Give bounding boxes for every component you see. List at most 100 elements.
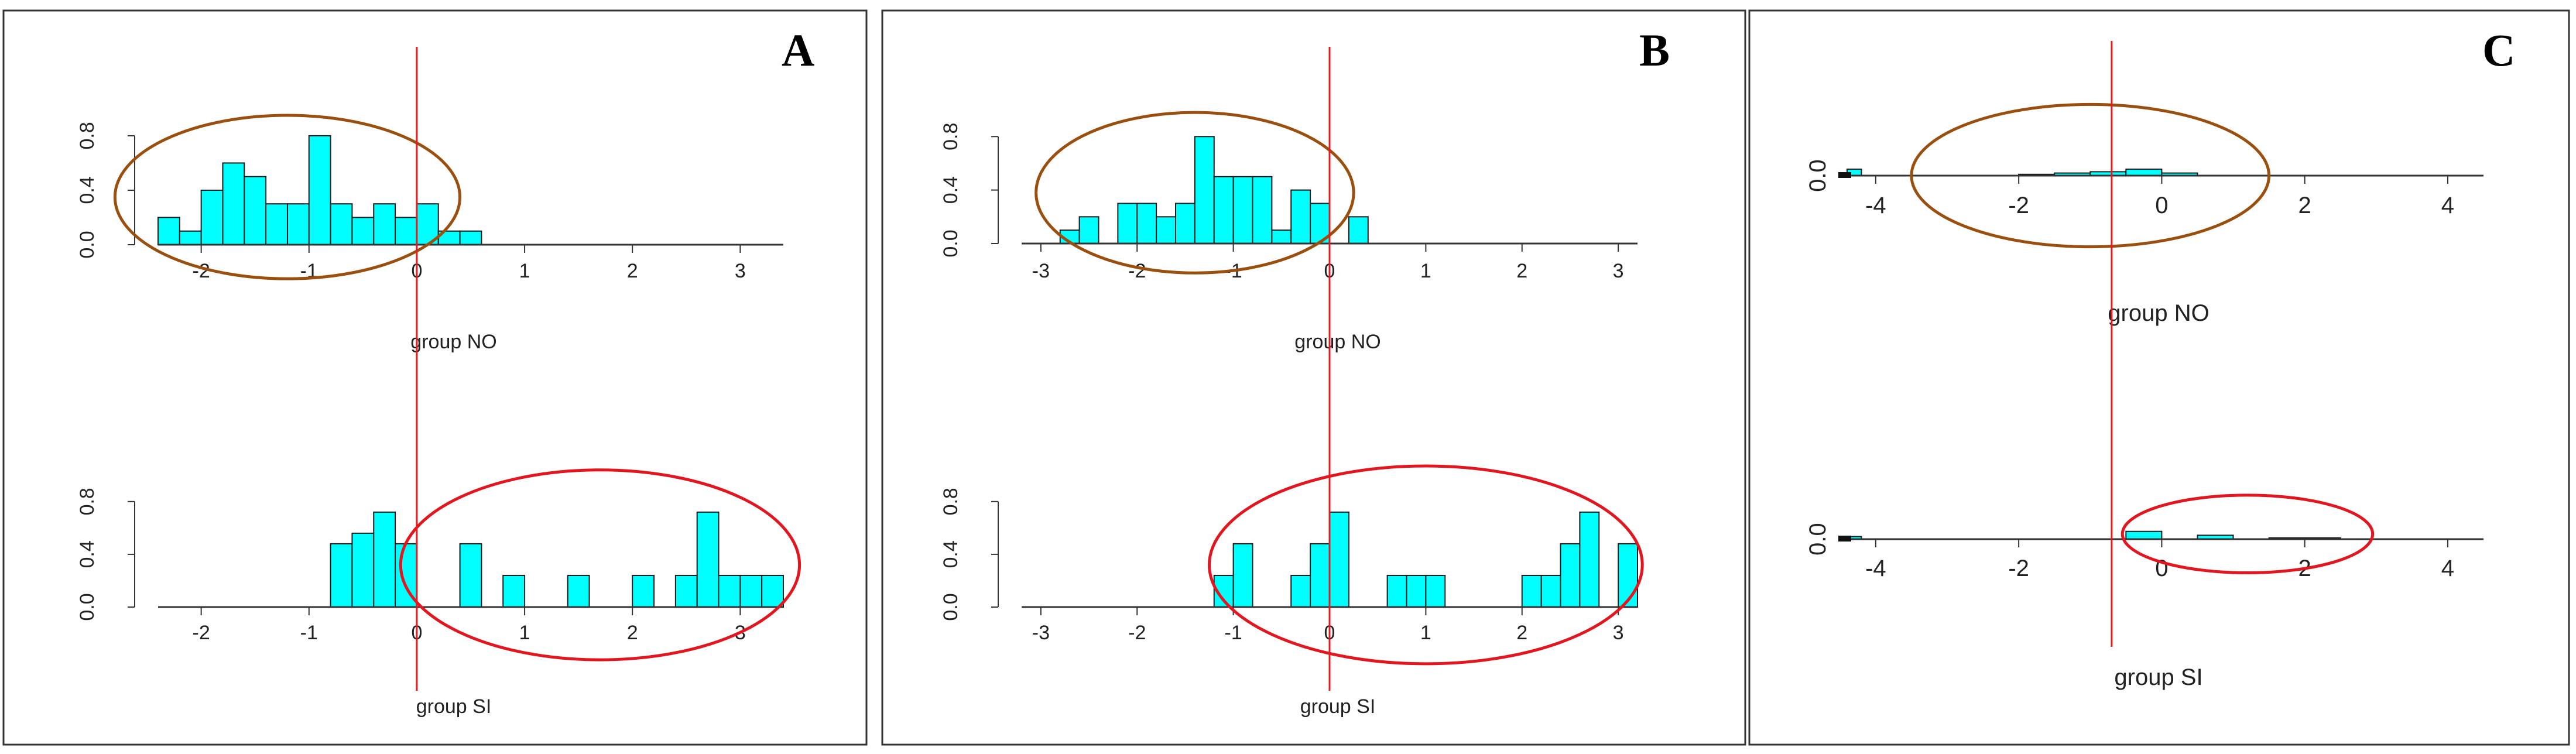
group-no-x-tick-label: 3	[1613, 260, 1624, 282]
group-no-y-tick-label: 0.0	[76, 231, 98, 258]
group-no-bar	[1232, 176, 1253, 244]
group-si-bar	[1618, 543, 1638, 608]
group-no-bar	[265, 203, 288, 246]
panel-a-letter: A	[782, 25, 814, 76]
group-no-bar	[2125, 168, 2163, 176]
group-si-y-tick-label: 0.8	[940, 488, 962, 515]
group-no-bar	[286, 203, 310, 246]
group-no-bar	[200, 189, 224, 245]
group-si-bar	[373, 511, 396, 608]
group-no-highlight-ellipse	[1034, 111, 1355, 275]
group-no-x-tick-label: 2	[1516, 260, 1527, 282]
group-si-bar	[739, 574, 763, 608]
group-si-bar	[1232, 543, 1253, 608]
group-no-highlight-ellipse	[113, 114, 462, 280]
group-si-bar	[1310, 543, 1330, 608]
group-si-bar	[330, 543, 353, 608]
panel-c-frame	[1748, 9, 2570, 746]
panel-c-letter: C	[2482, 25, 2515, 76]
group-no-bar	[330, 203, 353, 246]
group-si-x-tick-label: -2	[1128, 622, 1146, 644]
group-si-bar	[459, 543, 482, 608]
group-si-bar	[351, 532, 375, 608]
group-no-x-label: group NO	[2108, 300, 2209, 326]
group-no-x-tick-label: 3	[735, 260, 746, 282]
group-si-bar	[632, 574, 655, 608]
group-no-bar	[1252, 176, 1273, 244]
group-no-x-tick-label: 1	[519, 260, 530, 282]
group-si-bar	[1290, 574, 1311, 608]
group-no-x-tick-label: 2	[627, 260, 638, 282]
group-si-x-tick-label: -1	[1225, 622, 1242, 644]
group-no-y-tick-label: 0.8	[76, 122, 98, 149]
group-no-bar	[1175, 203, 1195, 245]
group-si-bar	[674, 574, 698, 608]
panel-b-frame	[881, 9, 1746, 746]
group-no-x-label: group NO	[1294, 331, 1381, 353]
group-no-bar	[351, 217, 375, 246]
group-si-bar	[1560, 543, 1581, 608]
group-si-bar	[761, 574, 784, 608]
group-no-bar	[1136, 203, 1157, 245]
group-si-y-tick-label: 0.0	[1805, 523, 1831, 556]
group-si-highlight-ellipse	[399, 468, 801, 662]
group-si-y-tick-label: 0.4	[76, 540, 98, 568]
group-si-y-tick	[1838, 536, 1851, 541]
group-si-bar	[1329, 511, 1349, 608]
group-si-x-tick-label: 1	[1420, 622, 1431, 644]
group-no-x-tick-label: -2	[1128, 260, 1146, 282]
group-si-x-tick-label: 4	[2441, 556, 2454, 581]
group-no-bar	[1117, 203, 1138, 245]
group-no-bar	[373, 203, 396, 246]
group-no-bar	[1194, 136, 1215, 244]
group-si-bar	[1540, 574, 1561, 608]
group-si-x-tick-label: 3	[1613, 622, 1624, 644]
group-no-highlight-ellipse	[1910, 102, 2271, 249]
group-si-x-label: group SI	[416, 695, 492, 718]
group-no-y-tick-label: 0.4	[76, 176, 98, 204]
group-si-y-tick-label: 0.0	[940, 593, 962, 621]
group-no-bar	[1213, 176, 1234, 244]
group-si-x-tick-label: -2	[193, 622, 210, 644]
group-si-bar	[1386, 574, 1407, 608]
group-no-bar	[308, 135, 331, 245]
group-si-bar	[1406, 574, 1427, 608]
group-si-x-label: group SI	[1300, 695, 1376, 718]
group-no-bar	[459, 230, 482, 246]
group-si-bar	[502, 574, 526, 608]
group-no-bar	[179, 230, 202, 246]
panel-a-frame	[2, 9, 868, 746]
group-no-x-tick-label: -2	[2008, 193, 2029, 218]
group-no-bar	[244, 176, 267, 245]
group-si-x-tick-label: -3	[1032, 622, 1050, 644]
group-si-y-tick-label: 0.4	[940, 540, 962, 568]
group-si-y-tick-label: 0.0	[76, 593, 98, 621]
group-si-x-tick-label: 1	[519, 622, 530, 644]
group-no-x-tick-label: -3	[1032, 260, 1050, 282]
group-no-x-tick-label: -4	[1865, 193, 1886, 218]
group-no-y-tick-label: 0.4	[940, 176, 962, 204]
group-si-bar	[718, 574, 741, 608]
group-no-bar	[222, 162, 245, 245]
group-si-bar	[567, 574, 590, 608]
group-no-y-tick	[1838, 172, 1851, 178]
group-si-bar	[696, 511, 720, 608]
group-si-x-label: group SI	[2114, 664, 2202, 690]
group-no-x-tick-label: 0	[2155, 193, 2168, 218]
group-no-bar	[395, 217, 417, 246]
group-si-x-tick-label: 2	[627, 622, 638, 644]
group-no-plot: -4 -2 0 2 4 0.0 group NO	[1805, 102, 2483, 326]
group-si-x-tick-label: 2	[1516, 622, 1527, 644]
group-si-bar	[1521, 574, 1542, 608]
group-si-x-tick-label: -4	[1865, 556, 1886, 581]
group-no-x-label: group NO	[410, 331, 496, 353]
group-si-bar	[1425, 574, 1446, 608]
